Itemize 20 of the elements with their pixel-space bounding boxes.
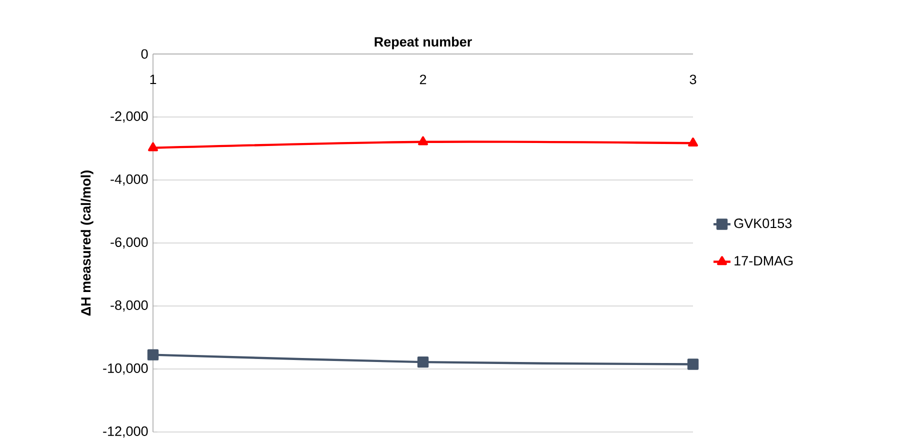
point	[148, 142, 158, 152]
y-tick-label: -4,000	[110, 174, 148, 186]
point	[687, 358, 699, 370]
y-axis-title: ΔH measured (cal/mol)	[80, 170, 94, 316]
y-tick-label: -6,000	[110, 237, 148, 249]
y-tick-label: -8,000	[110, 300, 148, 312]
y-tick-label: -12,000	[103, 426, 148, 438]
point	[688, 138, 698, 146]
point	[418, 136, 428, 146]
y-tick-label: 0	[141, 49, 148, 59]
x-tick-label: 2	[420, 74, 426, 84]
legend-label: 17-DMAG	[734, 256, 793, 266]
x-tick-label: 1	[150, 74, 156, 84]
point	[147, 349, 159, 360]
point	[417, 356, 429, 368]
y-tick-label: -2,000	[110, 111, 148, 123]
y-tick-label: -10,000	[103, 363, 148, 375]
legend-label: GVK0153	[734, 218, 792, 228]
x-axis-title: Repeat number	[374, 36, 472, 50]
x-tick-label: 3	[690, 74, 696, 84]
